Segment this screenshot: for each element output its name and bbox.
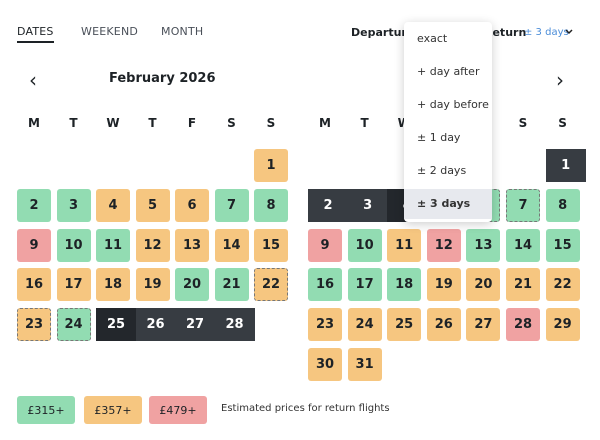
- day-cell[interactable]: 6: [175, 189, 209, 222]
- day-cell[interactable]: 21: [214, 268, 249, 301]
- day-cell[interactable]: 1: [254, 149, 288, 182]
- prev-month[interactable]: ‹: [29, 68, 37, 92]
- chevron: [565, 29, 573, 35]
- flex-option[interactable]: exact: [417, 32, 448, 45]
- day-cell[interactable]: 2: [308, 189, 349, 222]
- month-title: February 2026: [109, 71, 216, 86]
- day-cell[interactable]: 19: [135, 268, 170, 301]
- legend-note: Estimated prices for return flights: [221, 403, 390, 414]
- day-cell[interactable]: 19: [426, 268, 461, 301]
- tab[interactable]: WEEKEND: [81, 25, 139, 38]
- day-cell[interactable]: 25: [387, 308, 422, 341]
- day-cell[interactable]: 5: [135, 189, 170, 222]
- day-cell[interactable]: 3: [347, 189, 388, 222]
- day-cell[interactable]: 17: [56, 268, 91, 301]
- legend-item: £315+: [17, 396, 75, 424]
- day-cell[interactable]: 29: [545, 308, 580, 341]
- flex-option[interactable]: + day before: [417, 98, 489, 111]
- day-cell[interactable]: 11: [387, 229, 422, 262]
- weekday: T: [148, 116, 157, 130]
- legend-item: £479+: [149, 396, 207, 424]
- flex-option[interactable]: + day after: [417, 65, 480, 78]
- day-cell[interactable]: 15: [545, 229, 580, 262]
- day-cell[interactable]: 30: [308, 348, 342, 381]
- weekday: W: [106, 116, 120, 130]
- day-cell[interactable]: 4: [96, 189, 130, 222]
- weekday: S: [227, 116, 236, 130]
- tab[interactable]: MONTH: [161, 25, 204, 38]
- weekday: M: [28, 116, 40, 130]
- day-cell[interactable]: 27: [175, 308, 215, 341]
- day-cell[interactable]: 8: [545, 189, 580, 222]
- return-flex[interactable]: ± 3 days: [524, 27, 569, 38]
- day-cell[interactable]: 26: [426, 308, 461, 341]
- day-cell[interactable]: 7: [214, 189, 249, 222]
- day-cell[interactable]: 21: [506, 268, 540, 301]
- flex-option[interactable]: ± 3 days: [404, 189, 492, 219]
- day-cell[interactable]: 25: [96, 308, 136, 341]
- day-cell[interactable]: 9: [17, 229, 51, 262]
- weekday: S: [266, 116, 276, 130]
- day-cell[interactable]: 31: [347, 348, 382, 381]
- flex-option[interactable]: ± 1 day: [417, 131, 461, 144]
- day-cell[interactable]: 18: [387, 268, 422, 301]
- weekday: T: [69, 116, 78, 130]
- day-cell[interactable]: 12: [135, 229, 170, 262]
- day-cell[interactable]: 28: [214, 308, 255, 341]
- weekday: S: [558, 116, 567, 130]
- day-cell[interactable]: 20: [466, 268, 501, 301]
- weekday: M: [319, 116, 331, 130]
- day-cell[interactable]: 13: [175, 229, 209, 262]
- day-cell[interactable]: 13: [466, 229, 501, 262]
- day-cell[interactable]: 14: [506, 229, 540, 262]
- weekday: S: [518, 116, 528, 130]
- day-cell[interactable]: 23: [17, 308, 51, 341]
- day-cell[interactable]: 23: [308, 308, 342, 341]
- day-cell[interactable]: 24: [347, 308, 382, 341]
- day-cell[interactable]: 16: [308, 268, 342, 301]
- day-cell[interactable]: 14: [214, 229, 249, 262]
- day-cell[interactable]: 2: [17, 189, 51, 222]
- day-cell[interactable]: 12: [426, 229, 461, 262]
- day-cell[interactable]: 22: [545, 268, 580, 301]
- day-cell[interactable]: 18: [96, 268, 130, 301]
- day-cell[interactable]: 11: [96, 229, 130, 262]
- tab[interactable]: DATES: [17, 25, 54, 43]
- next-month[interactable]: ›: [556, 68, 564, 92]
- flex-dropdown: exact + day after + day before ± 1 day ± 2 d…: [404, 22, 492, 222]
- day-cell[interactable]: 8: [254, 189, 288, 222]
- day-cell[interactable]: 16: [17, 268, 51, 301]
- day-cell[interactable]: 20: [175, 268, 209, 301]
- day-cell[interactable]: 3: [56, 189, 91, 222]
- day-cell[interactable]: 26: [135, 308, 176, 341]
- day-cell[interactable]: 24: [56, 308, 91, 341]
- legend-item: £357+: [84, 396, 142, 424]
- day-cell[interactable]: 22: [254, 268, 288, 301]
- flex-option[interactable]: ± 2 days: [417, 164, 467, 177]
- day-cell[interactable]: 10: [347, 229, 382, 262]
- weekday: T: [360, 116, 369, 130]
- weekday: F: [187, 116, 197, 130]
- departure-label[interactable]: Departure: [351, 26, 415, 39]
- day-cell[interactable]: 10: [56, 229, 91, 262]
- day-cell[interactable]: 7: [506, 189, 540, 222]
- day-cell[interactable]: 28: [506, 308, 540, 341]
- return-label[interactable]: Return: [484, 26, 527, 39]
- day-cell[interactable]: 27: [466, 308, 501, 341]
- day-cell[interactable]: 1: [545, 149, 586, 182]
- day-cell[interactable]: 9: [308, 229, 342, 262]
- day-cell[interactable]: 17: [347, 268, 382, 301]
- day-cell[interactable]: 15: [254, 229, 288, 262]
